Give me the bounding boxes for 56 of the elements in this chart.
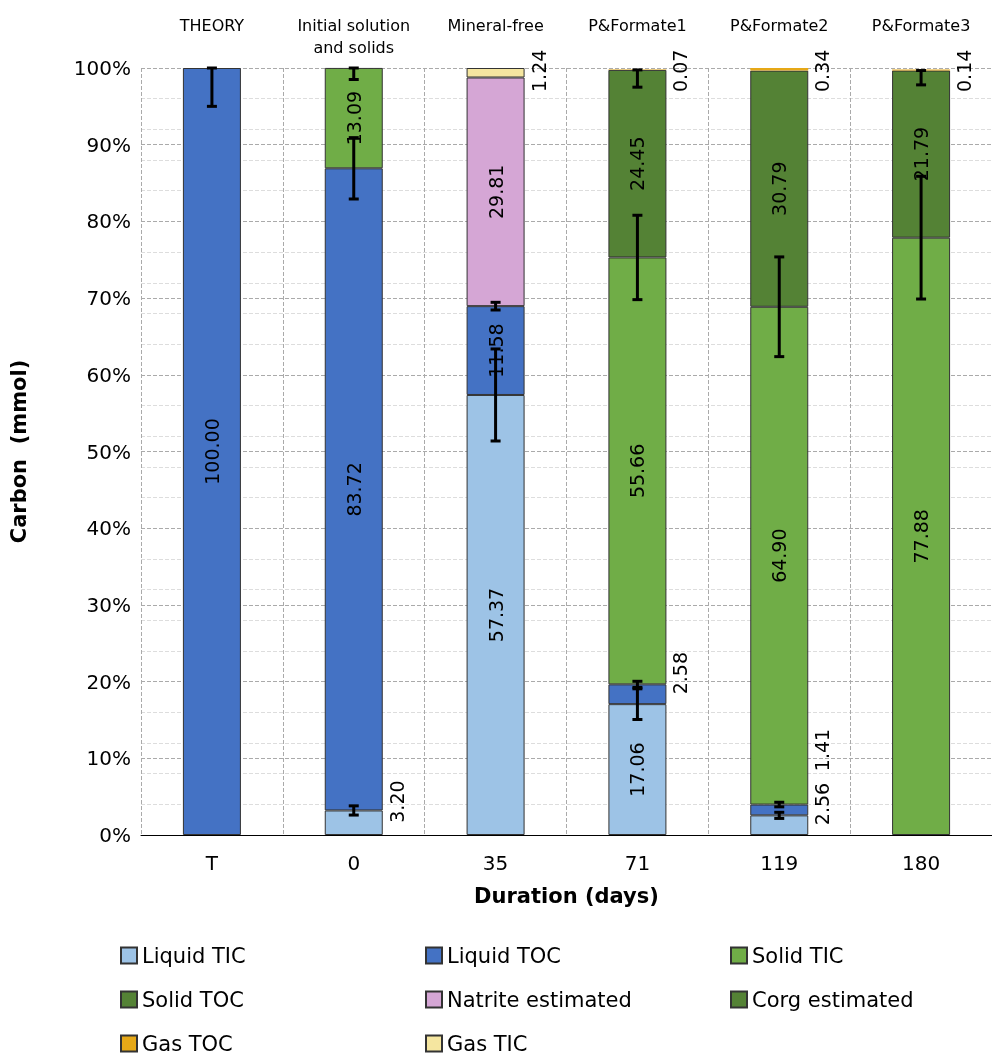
legend-label: Solid TIC [752, 943, 844, 968]
x-tick-label: 119 [760, 851, 799, 875]
bar [182, 68, 241, 835]
legend-label: Solid TOC [142, 987, 244, 1012]
data-label: 2.58 [669, 651, 692, 695]
data-label: 57.37 [484, 587, 507, 643]
legend-label: Gas TIC [447, 1031, 528, 1056]
data-label: 17.06 [626, 742, 649, 797]
data-label: 77.88 [910, 509, 933, 564]
data-label: 83.72 [342, 462, 365, 517]
legend-label: Corg estimated [752, 987, 914, 1012]
data-label: 21.79 [910, 126, 933, 182]
y-tick-label: 90% [86, 132, 131, 157]
y-tick-label: 40% [86, 516, 131, 541]
data-label: 1.24 [527, 49, 550, 92]
x-tick-label: 35 [482, 851, 509, 875]
x-axis-title: Duration (days) [474, 883, 659, 908]
y-tick-label: 30% [86, 592, 131, 617]
data-label: 64.90 [768, 528, 791, 583]
legend-label: Liquid TIC [142, 943, 246, 968]
y-tick-label: 80% [86, 209, 131, 234]
y-tick-label: 20% [86, 669, 131, 694]
legend-label: Gas TOC [142, 1031, 233, 1056]
bar [750, 68, 809, 71]
legend-label: Natrite estimated [447, 987, 632, 1012]
x-tick-label: 0 [347, 851, 361, 875]
x-tick-label: 71 [624, 851, 651, 875]
text: Mineral-free [447, 15, 544, 35]
y-tick-label: 10% [86, 746, 131, 771]
text: Initial solution and solids [297, 15, 411, 57]
y-tick-label: 100% [73, 56, 131, 80]
data-label: 30.79 [768, 161, 791, 216]
legend-label: Liquid TOC [447, 943, 562, 968]
x-tick-label: 180 [901, 851, 941, 875]
data-label: 11.58 [484, 323, 507, 378]
text: P&Formate3 [871, 15, 971, 35]
text: P&Formate1 [588, 15, 687, 35]
text: THEORY [178, 15, 245, 35]
y-tick-label: 50% [86, 439, 131, 464]
data-label: 0.07 [669, 49, 692, 92]
data-label: 29.81 [484, 164, 507, 220]
data-label: 0.14 [953, 49, 976, 92]
data-label: 100.00 [200, 418, 223, 485]
data-label: 24.45 [626, 136, 649, 191]
data-label: 55.66 [626, 443, 649, 499]
data-label: 1.41 [811, 728, 834, 772]
x-tick-label: T [204, 851, 219, 875]
data-label: 3.20 [385, 780, 408, 823]
text: P&Formate2 [729, 15, 829, 35]
data-label: 13.09 [342, 90, 365, 146]
y-tick-label: 60% [86, 362, 131, 387]
data-label: 2.56 [811, 782, 834, 826]
y-tick-label: 0% [99, 823, 131, 847]
data-label: 0.34 [811, 49, 834, 92]
y-axis-title: Carbon (mmol) [6, 359, 31, 544]
y-tick-label: 70% [86, 286, 131, 311]
